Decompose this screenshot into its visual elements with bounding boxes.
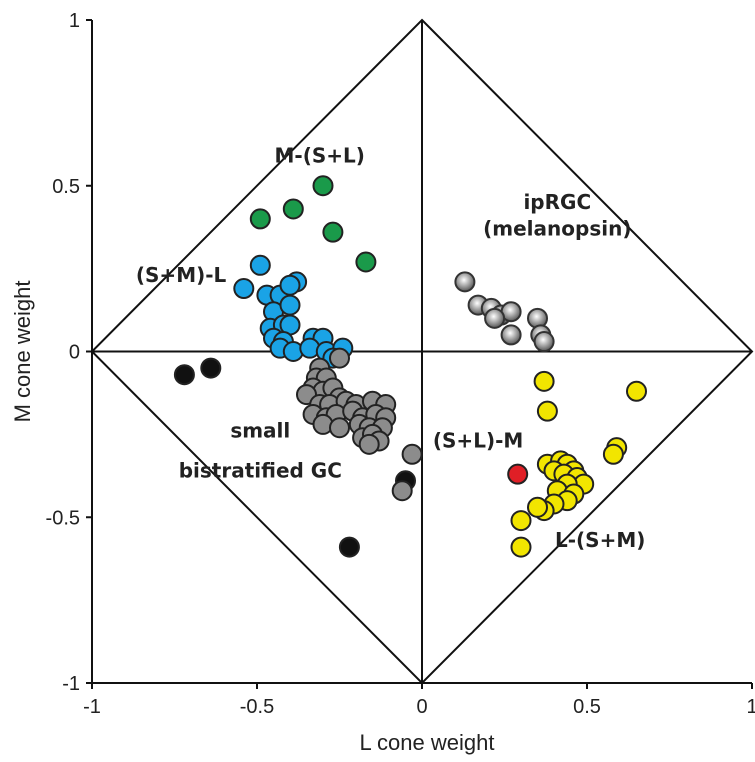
data-point: [391, 480, 413, 502]
data-point: [507, 463, 529, 485]
chart-frame: [90, 18, 754, 685]
data-point: [527, 496, 548, 518]
y-tick-label: -0.5: [46, 507, 80, 529]
data-point: [358, 433, 380, 455]
series-group: [507, 463, 529, 485]
x-tick-label: 0: [416, 696, 427, 718]
data-point: [454, 271, 476, 293]
annotations: M-(S+L) (S+M)-L ipRGC(melanopsin) small bist…: [136, 144, 645, 553]
series-group: [296, 347, 423, 502]
data-point: [510, 536, 532, 558]
x-axis-label: L cone weight: [360, 730, 495, 755]
annotation-label: small: [230, 419, 290, 443]
data-point: [200, 357, 222, 379]
y-tick-label: -1: [62, 673, 80, 695]
x-tick-label: 1: [746, 696, 755, 718]
y-tick-label: 0.5: [52, 176, 80, 198]
data-points: [173, 175, 647, 558]
data-point: [533, 331, 555, 353]
data-point: [329, 417, 350, 439]
data-point: [338, 536, 360, 558]
annotation-label: (S+M)-L: [136, 263, 227, 287]
x-tick-label: -0.5: [240, 696, 274, 718]
tick-labels: -1 -0.5 0 0.5 1 -1 -0.5 0 0.5 1: [46, 10, 755, 718]
y-tick-label: 1: [69, 10, 80, 32]
annotation-label: (melanopsin): [483, 216, 631, 240]
series-group: [454, 271, 555, 353]
annotation-label: bistratified GC: [179, 458, 342, 482]
data-point: [355, 251, 377, 273]
data-point: [233, 278, 255, 300]
data-point: [401, 443, 423, 465]
data-point: [329, 347, 350, 369]
series-group: [249, 175, 377, 273]
y-tick-label: 0: [69, 342, 80, 364]
annotation-label: (S+L)-M: [433, 429, 523, 453]
data-point: [484, 307, 506, 329]
series-group: [510, 370, 647, 558]
data-point: [510, 510, 532, 532]
annotation-label: ipRGC: [523, 190, 591, 214]
y-axis-label: M cone weight: [10, 281, 35, 423]
data-point: [249, 208, 271, 230]
data-point: [626, 380, 647, 402]
data-point: [173, 364, 195, 386]
data-point: [533, 370, 555, 392]
data-point: [536, 400, 558, 422]
data-point: [312, 175, 334, 197]
annotation-label: L-(S+M): [555, 528, 645, 552]
data-point: [282, 198, 304, 220]
data-point: [279, 274, 301, 296]
x-tick-label: 0.5: [573, 696, 601, 718]
annotation-label: M-(S+L): [275, 144, 365, 168]
x-tick-label: -1: [83, 696, 101, 718]
data-point: [279, 294, 301, 316]
data-point: [322, 221, 344, 243]
data-point: [249, 254, 271, 276]
data-point: [500, 324, 522, 346]
series-group: [233, 254, 354, 369]
data-point: [602, 443, 624, 465]
